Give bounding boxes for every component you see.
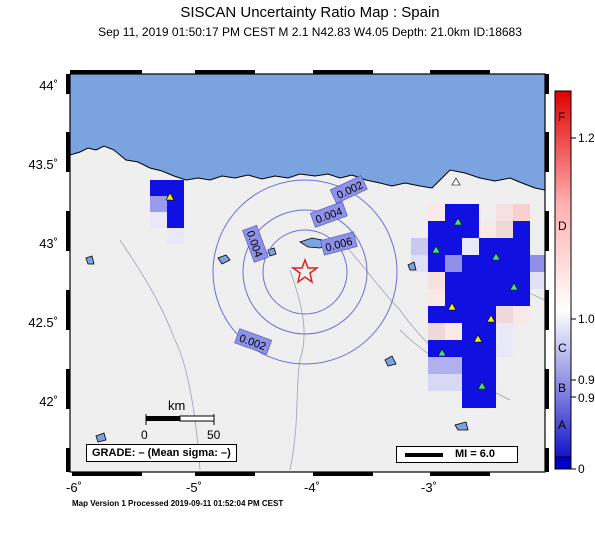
lat-label-42: 42˚ — [39, 394, 58, 409]
lon-label-6: -6˚ — [66, 480, 82, 495]
colorbar-letter-f: F — [558, 110, 566, 124]
grade-box: GRADE: – (Mean sigma: –) — [86, 444, 237, 462]
contour-lines — [212, 179, 398, 365]
lakes — [85, 237, 469, 443]
lon-label-4: -4˚ — [304, 480, 320, 495]
colorbar-value-0: 0 — [578, 462, 585, 476]
colorbar-value-1-2: 1.2 — [578, 131, 595, 145]
lat-label-43-5: 43.5˚ — [28, 157, 58, 172]
map-frame — [69, 73, 546, 473]
colorbar-letter-d: D — [558, 219, 567, 233]
epicenter-star — [290, 257, 320, 284]
stations — [165, 177, 519, 390]
colorbar — [554, 90, 572, 470]
map-subtitle: Sep 11, 2019 01:50:17 PM CEST M 2.1 N42.… — [98, 25, 522, 39]
mi-legend-text: MI = 6.0 — [455, 448, 496, 460]
colorbar-value-0-9b: 0.9 — [578, 391, 595, 405]
frame-ticks — [66, 70, 549, 476]
lon-label-5: -5˚ — [186, 480, 202, 495]
colorbar-ticks — [571, 137, 576, 470]
mi-legend: MI = 6.0 — [396, 446, 518, 463]
colorbar-value-0-9a: 0.9 — [578, 373, 595, 387]
footer-text: Map Version 1 Processed 2019-09-11 01:52… — [72, 499, 284, 508]
ratio-cells — [150, 180, 545, 408]
map-title: SISCAN Uncertainty Ratio Map : Spain — [180, 4, 440, 21]
colorbar-letter-b: B — [558, 381, 567, 395]
sea-area — [70, 74, 545, 191]
scale-unit: km — [168, 398, 186, 413]
lat-label-44: 44˚ — [39, 78, 58, 93]
colorbar-letter-c: C — [558, 341, 567, 355]
colorbar-letter-a: A — [558, 418, 567, 432]
lon-label-3: -3˚ — [421, 480, 437, 495]
scale-start: 0 — [141, 428, 148, 442]
mi-legend-bar — [405, 453, 443, 457]
lat-label-43: 43˚ — [39, 236, 58, 251]
colorbar-value-1-0: 1.0 — [578, 312, 595, 326]
scale-end: 50 — [207, 428, 221, 442]
lat-label-42-5: 42.5˚ — [28, 315, 58, 330]
scale-bar — [145, 414, 215, 425]
